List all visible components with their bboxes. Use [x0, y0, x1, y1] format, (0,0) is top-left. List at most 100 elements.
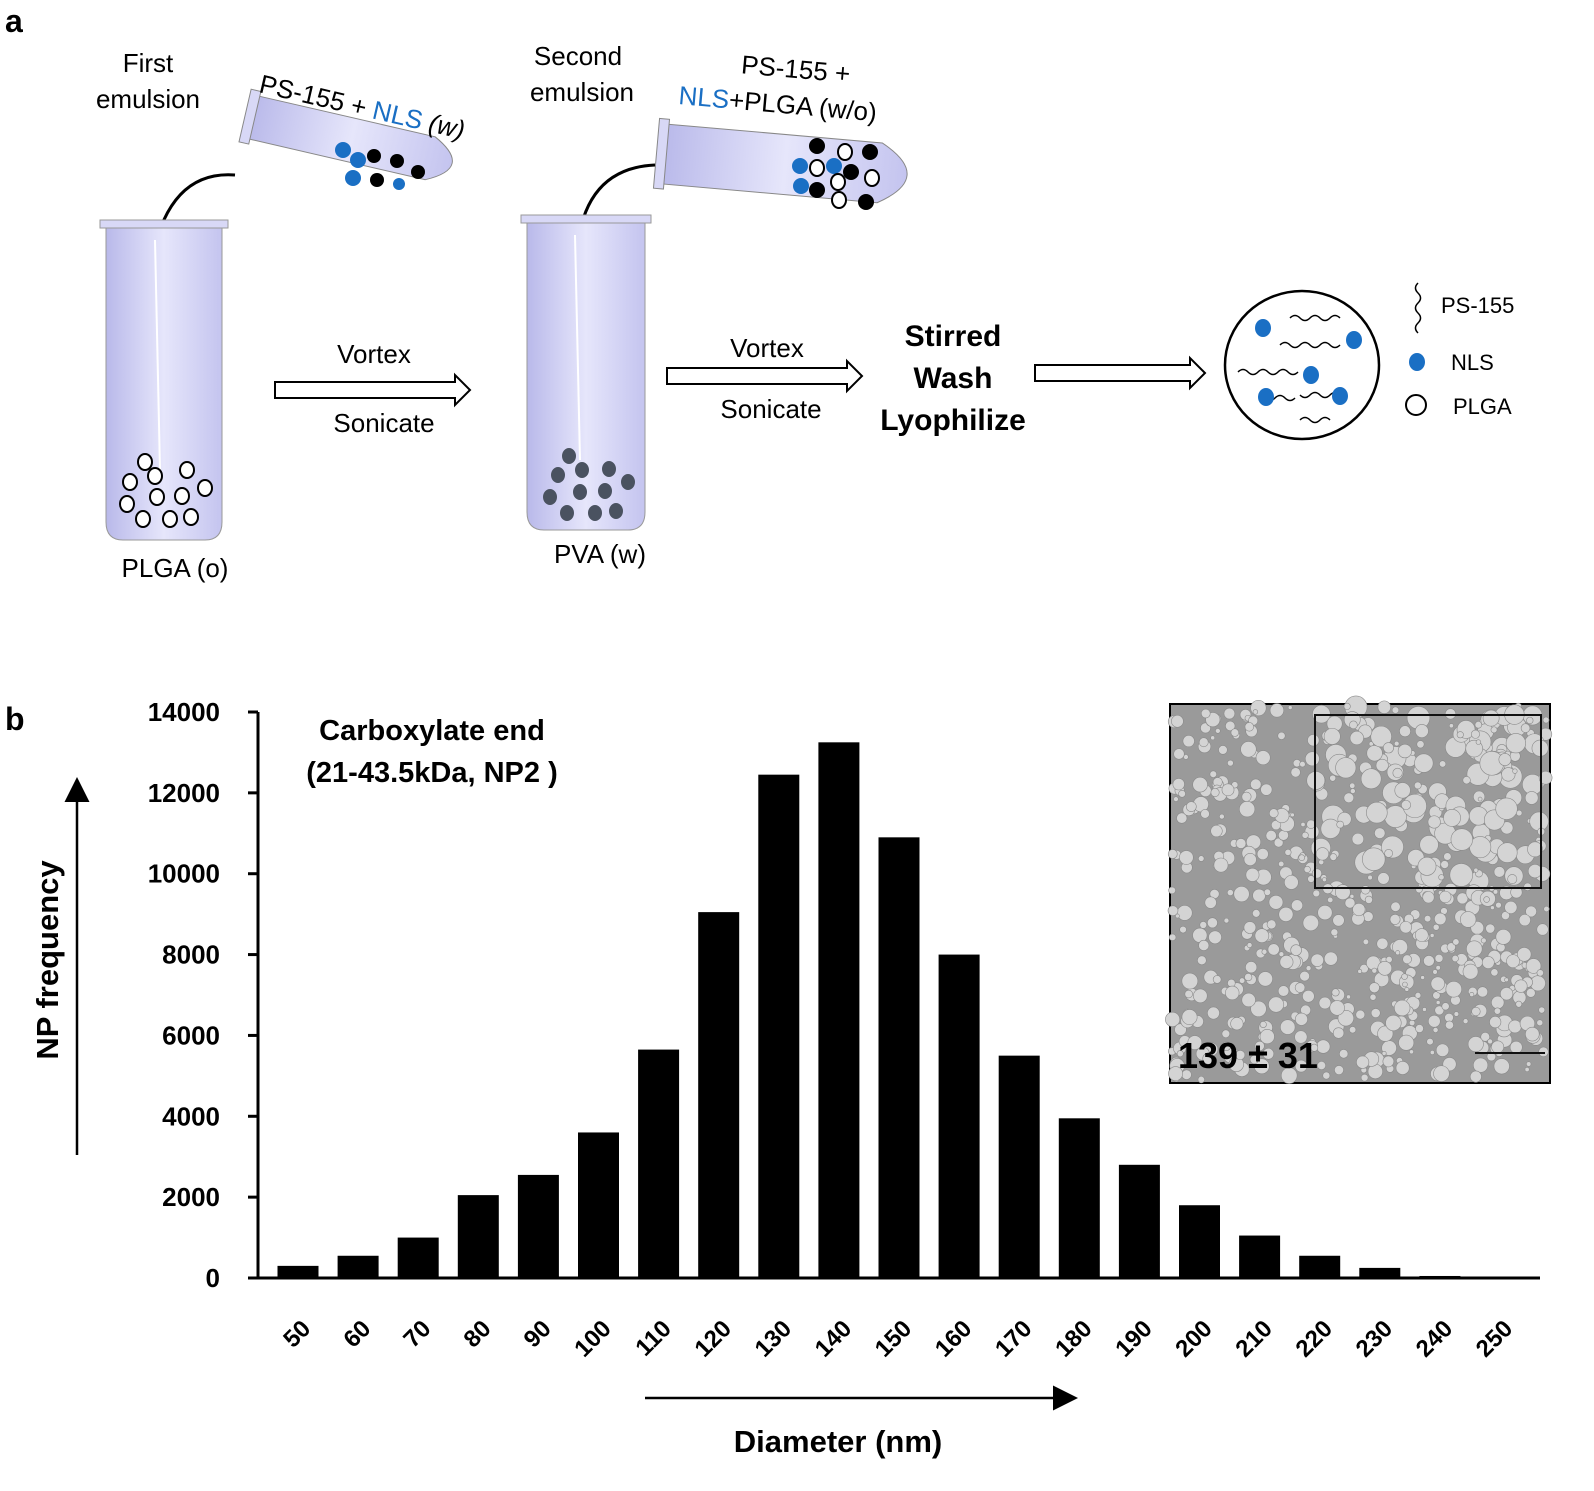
texture	[1193, 988, 1208, 1004]
texture	[1539, 727, 1553, 741]
texture	[1294, 1030, 1308, 1044]
bar	[1239, 1235, 1281, 1278]
texture	[1218, 745, 1228, 755]
texture	[1181, 972, 1199, 990]
texture	[1415, 1024, 1424, 1033]
texture	[1239, 801, 1256, 818]
texture	[1269, 703, 1285, 718]
texture	[1250, 778, 1262, 791]
texture	[1529, 811, 1549, 832]
texture	[1404, 987, 1410, 992]
texture	[1355, 1009, 1366, 1020]
texture	[1456, 892, 1469, 905]
process-step: Stirred	[905, 320, 1002, 353]
texture	[1254, 1040, 1265, 1051]
texture	[1210, 824, 1223, 838]
texture	[1235, 1049, 1246, 1061]
label-part: +PLGA (w/o)	[728, 84, 878, 127]
bar	[457, 1195, 499, 1278]
texture	[1171, 714, 1184, 728]
texture	[1469, 1070, 1482, 1083]
legend-label: NLS	[1451, 350, 1494, 375]
arrow-label: Vortex	[337, 339, 411, 369]
texture	[1504, 977, 1509, 983]
texture	[1362, 847, 1386, 871]
texture	[1173, 796, 1179, 802]
legend-symbol	[1414, 282, 1422, 334]
texture	[1366, 745, 1383, 762]
texture	[1302, 990, 1315, 1003]
texture	[1377, 700, 1391, 714]
texture	[1523, 882, 1532, 891]
x-tick-label: 120	[690, 1315, 737, 1362]
texture	[1199, 921, 1208, 929]
texture	[1374, 827, 1386, 839]
process-step: Wash	[914, 362, 993, 395]
y-tick-label: 4000	[162, 1101, 220, 1131]
texture	[1448, 723, 1454, 729]
texture	[1356, 1055, 1370, 1069]
texture	[1394, 999, 1411, 1017]
texture	[1525, 1026, 1540, 1042]
texture	[1260, 783, 1273, 796]
texture	[1259, 1029, 1275, 1045]
texture	[1434, 912, 1447, 926]
texture	[1499, 987, 1514, 1001]
bar	[818, 742, 860, 1278]
nanoparticle	[1223, 289, 1381, 441]
texture	[1243, 921, 1257, 934]
texture	[1185, 801, 1197, 812]
texture	[1287, 705, 1293, 710]
texture	[1349, 1026, 1357, 1034]
texture	[1349, 730, 1364, 746]
bar	[517, 1174, 559, 1278]
inset-label: 139 ± 31	[1178, 1035, 1318, 1076]
texture	[1399, 921, 1412, 934]
step-title: emulsion	[530, 77, 634, 107]
bar	[1118, 1164, 1160, 1278]
texture	[1167, 849, 1178, 859]
bar	[1179, 1205, 1220, 1278]
texture	[1419, 835, 1439, 855]
texture	[1277, 985, 1290, 997]
bar	[1419, 1275, 1461, 1278]
texture	[1520, 723, 1531, 733]
panel-label: a	[5, 3, 23, 39]
texture	[1223, 707, 1236, 720]
texture	[1238, 977, 1246, 984]
texture	[1278, 951, 1285, 957]
texture	[1245, 961, 1258, 974]
texture	[1226, 889, 1234, 897]
texture	[1337, 1009, 1355, 1027]
bar	[878, 837, 920, 1278]
texture	[1480, 937, 1487, 944]
texture	[1329, 1000, 1345, 1016]
texture	[1432, 1027, 1439, 1033]
step-title: Second	[534, 41, 622, 71]
bar	[638, 1049, 680, 1278]
texture	[1376, 937, 1389, 950]
texture	[1427, 1014, 1441, 1028]
texture	[1165, 1011, 1181, 1027]
beaker	[520, 214, 652, 531]
texture	[1426, 1038, 1434, 1046]
texture	[1446, 942, 1456, 952]
texture	[1280, 1067, 1298, 1084]
texture	[1254, 928, 1270, 943]
texture	[1477, 796, 1483, 802]
texture	[1302, 914, 1319, 932]
texture	[1473, 867, 1479, 873]
texture	[1382, 1055, 1395, 1068]
beaker-label: PVA (w)	[554, 539, 646, 569]
bar	[578, 1132, 619, 1278]
texture	[1382, 742, 1395, 754]
texture	[1215, 728, 1221, 734]
texture	[1265, 830, 1277, 842]
texture	[1307, 875, 1315, 883]
texture	[1397, 743, 1413, 759]
texture	[1526, 1061, 1532, 1067]
texture	[1332, 914, 1345, 927]
texture	[1360, 768, 1382, 790]
molecules	[792, 138, 880, 210]
texture	[1182, 734, 1195, 748]
